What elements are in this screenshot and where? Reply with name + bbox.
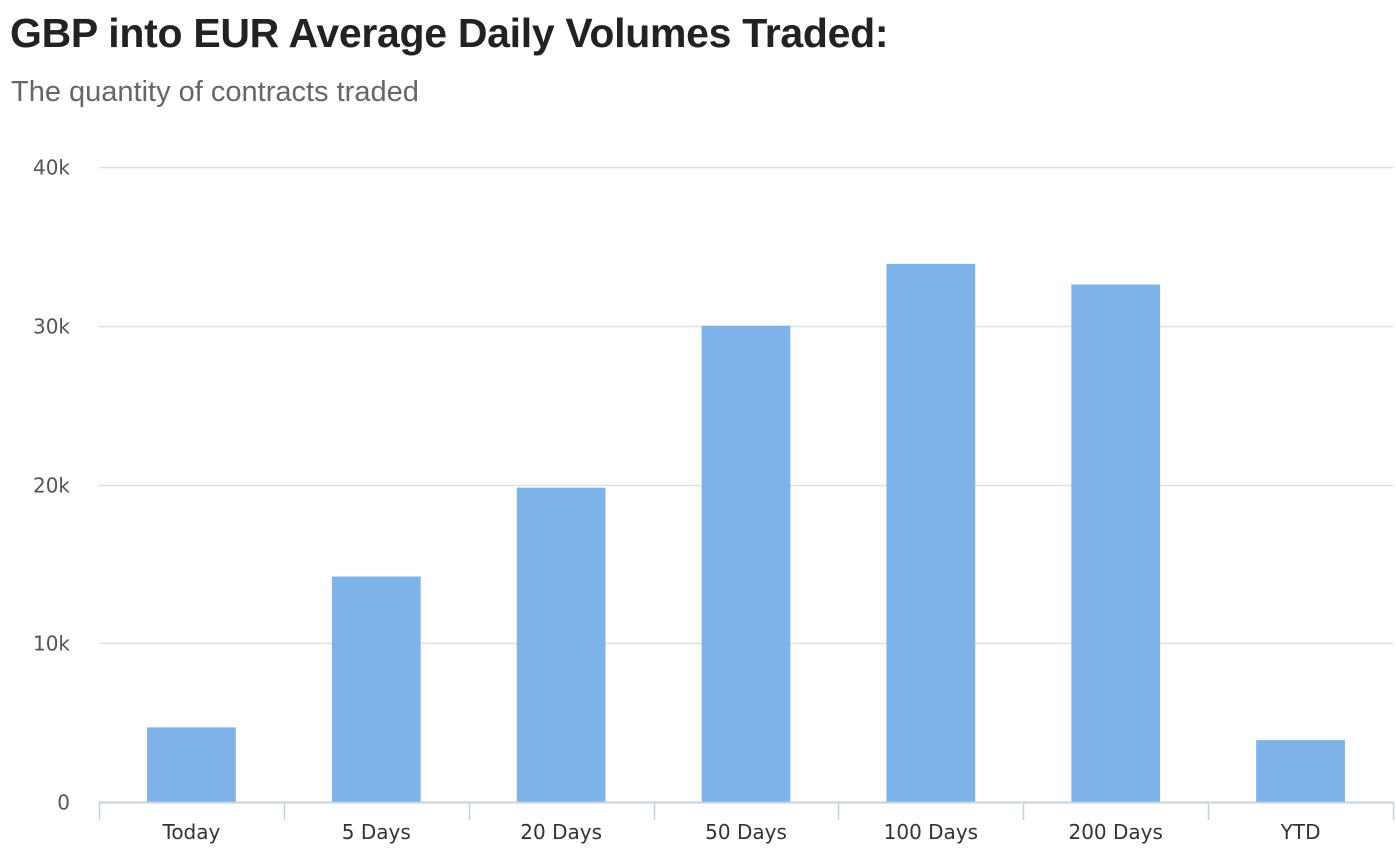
bars [147,263,1345,803]
y-tick-label: 30k [33,315,70,339]
y-tick-label: 10k [33,632,70,656]
x-category-label: 100 Days [884,820,978,844]
x-axis [98,801,1395,820]
y-tick-label: 0 [57,791,70,815]
chart-subtitle: The quantity of contracts traded [11,76,419,108]
x-category-label: 5 Days [342,820,411,844]
x-category-label: 200 Days [1068,820,1162,844]
bar-20-days[interactable] [516,487,606,802]
x-axis-labels: Today 5 Days 20 Days 50 Days 100 Days 200 Day… [162,820,1321,844]
bar-50-days[interactable] [701,325,791,802]
y-tick-label: 20k [33,474,70,498]
bar-5-days[interactable] [331,576,421,802]
bar-today[interactable] [147,727,236,802]
y-axis-labels: 0 10k 20k 30k 40k [33,156,70,815]
x-category-label: 50 Days [705,820,787,844]
y-tick-label: 40k [33,156,70,180]
bar-200-days[interactable] [1071,284,1161,803]
bar-100-days[interactable] [886,263,976,802]
x-category-label: Today [162,820,221,844]
chart-title: GBP into EUR Average Daily Volumes Trade… [10,10,889,56]
x-category-label: 20 Days [520,820,602,844]
bar-ytd[interactable] [1256,740,1345,802]
x-category-label: YTD [1280,820,1321,844]
